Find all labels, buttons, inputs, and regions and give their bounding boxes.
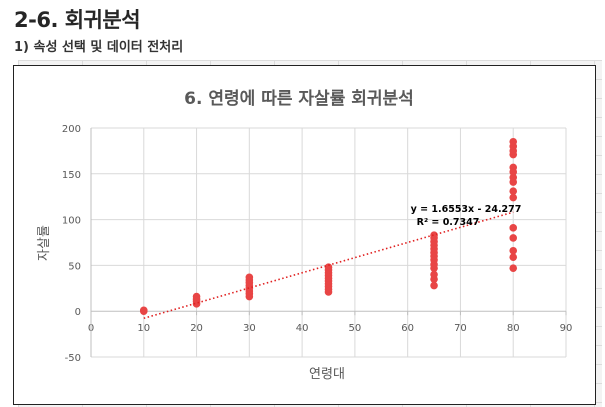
data-point	[430, 281, 438, 290]
y-tick-label: 100	[62, 216, 81, 227]
data-point	[192, 292, 201, 301]
page-subtitle: 1) 속성 선택 및 데이터 전처리	[14, 40, 184, 55]
x-tick-label: 90	[560, 323, 573, 334]
data-point	[509, 264, 518, 272]
data-point	[430, 270, 438, 279]
data-point	[509, 137, 518, 146]
trendline-r-squared: R² = 0.7347	[417, 217, 480, 228]
data-point	[430, 231, 438, 239]
x-tick-label: 40	[296, 323, 309, 334]
y-tick-label: 200	[62, 124, 81, 135]
chart-trendline	[143, 211, 514, 320]
y-axis-title: 자살률	[37, 225, 52, 261]
y-tick-label: -50	[65, 353, 81, 364]
data-point	[324, 263, 333, 272]
data-point	[509, 163, 518, 172]
trendline-equation: y = 1.6553x - 24.277	[411, 204, 522, 215]
data-point	[509, 224, 518, 232]
page-title: 2-6. 회귀분석	[14, 8, 141, 32]
data-point	[509, 253, 518, 261]
x-tick-label: 30	[243, 323, 256, 334]
data-point	[509, 193, 518, 202]
y-tick-label: 0	[75, 307, 81, 318]
y-tick-label: 150	[62, 170, 81, 181]
x-tick-label: 60	[401, 323, 414, 334]
data-point	[509, 234, 518, 242]
x-tick-label: 10	[137, 323, 150, 334]
data-point	[509, 187, 518, 196]
chart-points	[139, 137, 518, 316]
chart-axes: -500501001502000102030405060708090	[62, 124, 572, 364]
x-tick-label: 80	[507, 323, 520, 334]
trendline	[143, 211, 514, 320]
data-point	[509, 173, 518, 182]
x-tick-label: 20	[190, 323, 203, 334]
data-point	[139, 306, 148, 315]
data-point	[509, 246, 518, 255]
x-tick-label: 50	[349, 323, 362, 334]
chart-gridlines	[90, 127, 567, 358]
y-tick-label: 50	[68, 261, 81, 272]
x-tick-label: 70	[454, 323, 467, 334]
chart-area[interactable]	[13, 65, 596, 405]
data-point	[245, 273, 254, 282]
x-axis-title: 연령대	[309, 367, 345, 382]
chart-title: 6. 연령에 따른 자살률 회귀분석	[184, 88, 414, 109]
